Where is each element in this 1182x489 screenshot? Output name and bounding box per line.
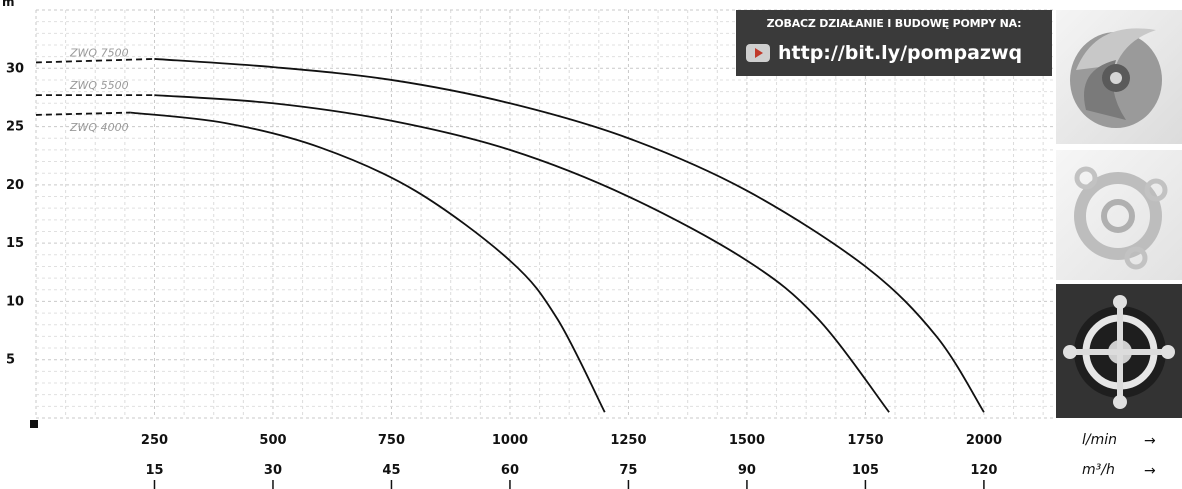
pump-housing-image: [1056, 284, 1182, 418]
x-tick-label-lmin: 250: [141, 433, 168, 448]
y-tick-label: 10: [6, 294, 24, 309]
promo-url[interactable]: http://bit.ly/pompazwq: [778, 42, 1023, 64]
y-tick-label: 30: [6, 61, 24, 76]
x-tick-label-m3h: 120: [970, 463, 997, 478]
x-tick-label-lmin: 750: [378, 433, 405, 448]
x-unit-m3h: m³/h: [1082, 462, 1115, 478]
pump-flange-image: [1056, 150, 1182, 280]
series-curve: [154, 94, 890, 413]
series-curves: ZWQ 7500 ZWQ 5500 ZWQ 4000: [35, 46, 985, 413]
y-tick-label: 25: [6, 120, 24, 135]
x-tick-label-lmin: 1250: [610, 433, 646, 448]
series-label: ZWQ 7500: [69, 46, 129, 59]
x-tick-label-m3h: 45: [382, 463, 400, 478]
series-curve: [130, 111, 606, 413]
series-curve-dashed: [35, 58, 155, 64]
y-tick-label: 5: [6, 353, 15, 368]
promo-link[interactable]: http://bit.ly/pompazwq: [746, 42, 1022, 64]
x-tick-label-m3h: 15: [145, 463, 163, 478]
x-tick-label-m3h: 75: [619, 463, 637, 478]
y-axis-ticks: 5 10 15 20 25 30: [6, 61, 24, 367]
x-unit-lmin: l/min: [1082, 432, 1117, 448]
x-tick-label-m3h: 60: [501, 463, 519, 478]
impeller-image: [1056, 10, 1182, 144]
chart-grid: [35, 9, 1055, 419]
youtube-icon: [746, 44, 770, 62]
x-axis-ticks: 250 15 500 30 750 45 1000 60 1250 75 1500 90 1750 105…: [141, 432, 1156, 489]
x-tick-label-lmin: 1000: [492, 433, 528, 448]
x-tick-label-lmin: 2000: [966, 433, 1002, 448]
x-tick-label-m3h: 90: [738, 463, 756, 478]
x-tick-label-lmin: 1500: [729, 433, 765, 448]
y-axis-unit-label: m: [2, 0, 15, 9]
x-tick-label-m3h: 105: [852, 463, 879, 478]
series-curve: [154, 58, 985, 413]
origin-marker: [30, 420, 38, 428]
y-tick-label: 15: [6, 236, 24, 251]
x-tick-label-m3h: 30: [264, 463, 282, 478]
series-label: ZWQ 5500: [69, 79, 129, 92]
y-tick-label: 20: [6, 178, 24, 193]
x-unit-arrow: →: [1144, 463, 1156, 479]
x-unit-arrow: →: [1144, 433, 1156, 449]
x-tick-label-lmin: 1750: [847, 433, 883, 448]
series-label: ZWQ 4000: [69, 121, 129, 134]
promo-heading: ZOBACZ DZIAŁANIE I BUDOWĘ POMPY NA:: [766, 17, 1022, 30]
promo-banner[interactable]: ZOBACZ DZIAŁANIE I BUDOWĘ POMPY NA: http…: [736, 10, 1052, 76]
x-tick-label-lmin: 500: [259, 433, 286, 448]
